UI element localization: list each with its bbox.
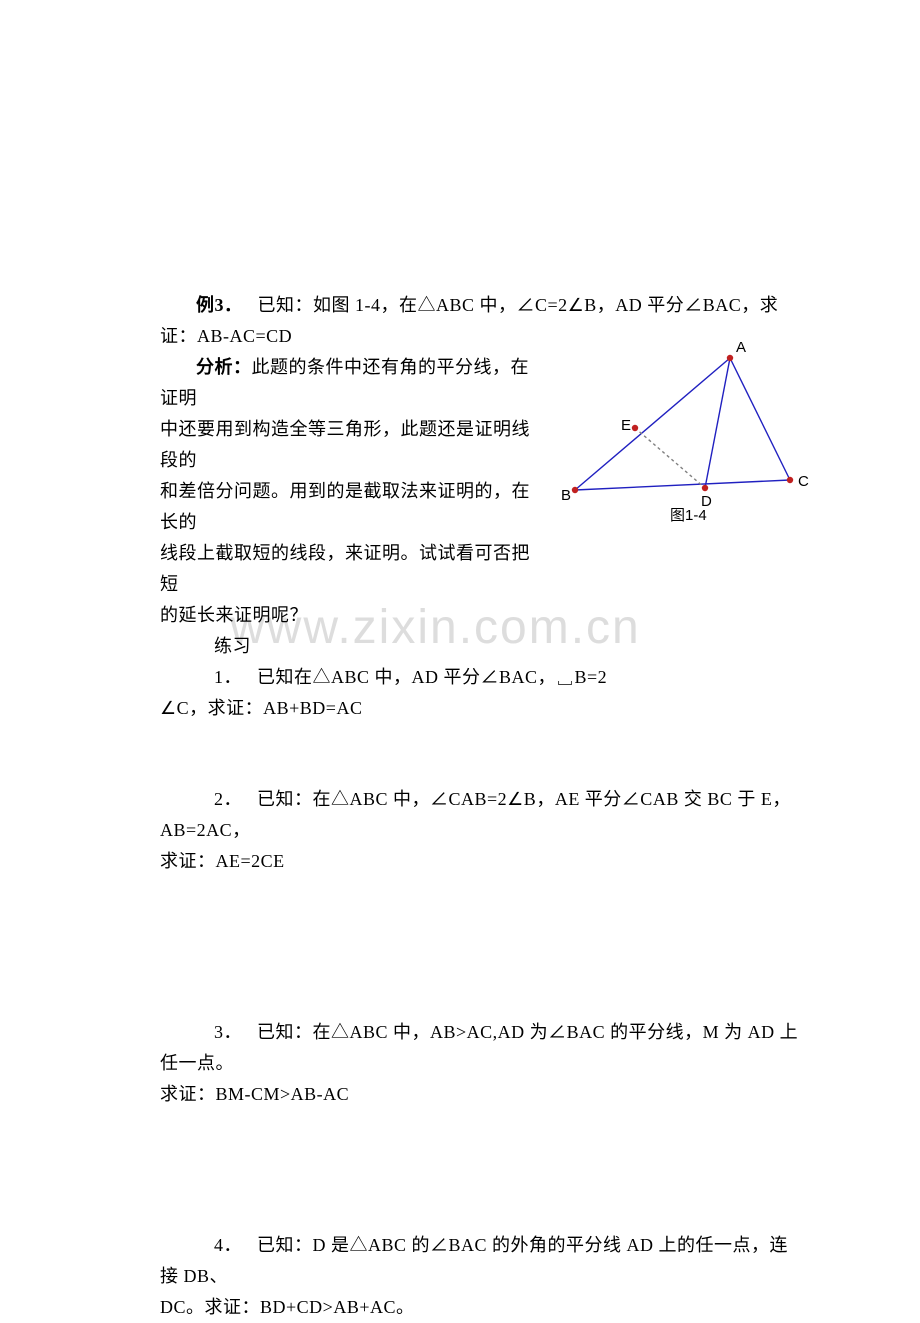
exercise-2-num: 2． bbox=[214, 789, 242, 809]
exercise-4-line1: 4． 已知：D 是△ABC 的∠BAC 的外角的平分线 AD 上的任一点，连接 … bbox=[160, 1230, 800, 1292]
analysis-line-0: 分析：此题的条件中还有角的平分线，在证明 bbox=[160, 352, 540, 414]
analysis-line-3: 线段上截取短的线段，来证明。试试看可否把短 bbox=[160, 538, 540, 600]
exercise-4-text1: 已知：D 是△ABC 的∠BAC 的外角的平分线 AD 上的任一点，连接 DB、 bbox=[160, 1235, 788, 1286]
svg-text:A: A bbox=[736, 340, 746, 356]
svg-text:E: E bbox=[621, 417, 631, 434]
exercise-1-text1: 已知在△ABC 中，AD 平分∠BAC，␣B=2 bbox=[257, 667, 607, 687]
exercise-1-line2: ∠C，求证：AB+BD=AC bbox=[160, 693, 800, 724]
analysis-line-1: 中还要用到构造全等三角形，此题还是证明线段的 bbox=[160, 414, 540, 476]
analysis-line-4: 的延长来证明呢？ bbox=[160, 600, 540, 631]
exercise-3-text1: 已知：在△ABC 中，AB>AC,AD 为∠BAC 的平分线，M 为 AD 上任… bbox=[160, 1022, 798, 1073]
exercise-1-line1: 1． 已知在△ABC 中，AD 平分∠BAC，␣B=2 bbox=[160, 662, 800, 693]
svg-text:图1-4: 图1-4 bbox=[670, 507, 707, 524]
exercise-1-num: 1． bbox=[214, 667, 242, 687]
exercise-2-line2: 求证：AE=2CE bbox=[160, 846, 800, 877]
exercise-3-line1: 3． 已知：在△ABC 中，AB>AC,AD 为∠BAC 的平分线，M 为 AD… bbox=[160, 1017, 800, 1079]
analysis-line-2: 和差倍分问题。用到的是截取法来证明的，在长的 bbox=[160, 476, 540, 538]
exercise-4-line2: DC。求证：BD+CD>AB+AC。 bbox=[160, 1292, 800, 1323]
exercise-3-line2: 求证：BM-CM>AB-AC bbox=[160, 1079, 800, 1110]
svg-text:C: C bbox=[798, 473, 809, 490]
analysis-label: 分析： bbox=[196, 357, 252, 377]
example-3-label: 例3． bbox=[196, 295, 243, 315]
exercise-3-num: 3． bbox=[214, 1022, 242, 1042]
svg-text:B: B bbox=[561, 487, 571, 504]
exercise-2-text1: 已知：在△ABC 中，∠CAB=2∠B，AE 平分∠CAB 交 BC 于 E，A… bbox=[160, 789, 791, 840]
example-3-text: 已知：如图 1-4，在△ABC 中，∠C=2∠B，AD 平分∠BAC，求证：AB… bbox=[160, 295, 778, 346]
exercise-2-line1: 2． 已知：在△ABC 中，∠CAB=2∠B，AE 平分∠CAB 交 BC 于 … bbox=[160, 784, 800, 846]
exercise-4-num: 4． bbox=[214, 1235, 242, 1255]
figure-1-4: ABCDE图1-4 bbox=[560, 340, 820, 540]
exercise-label: 练习 bbox=[160, 631, 800, 662]
